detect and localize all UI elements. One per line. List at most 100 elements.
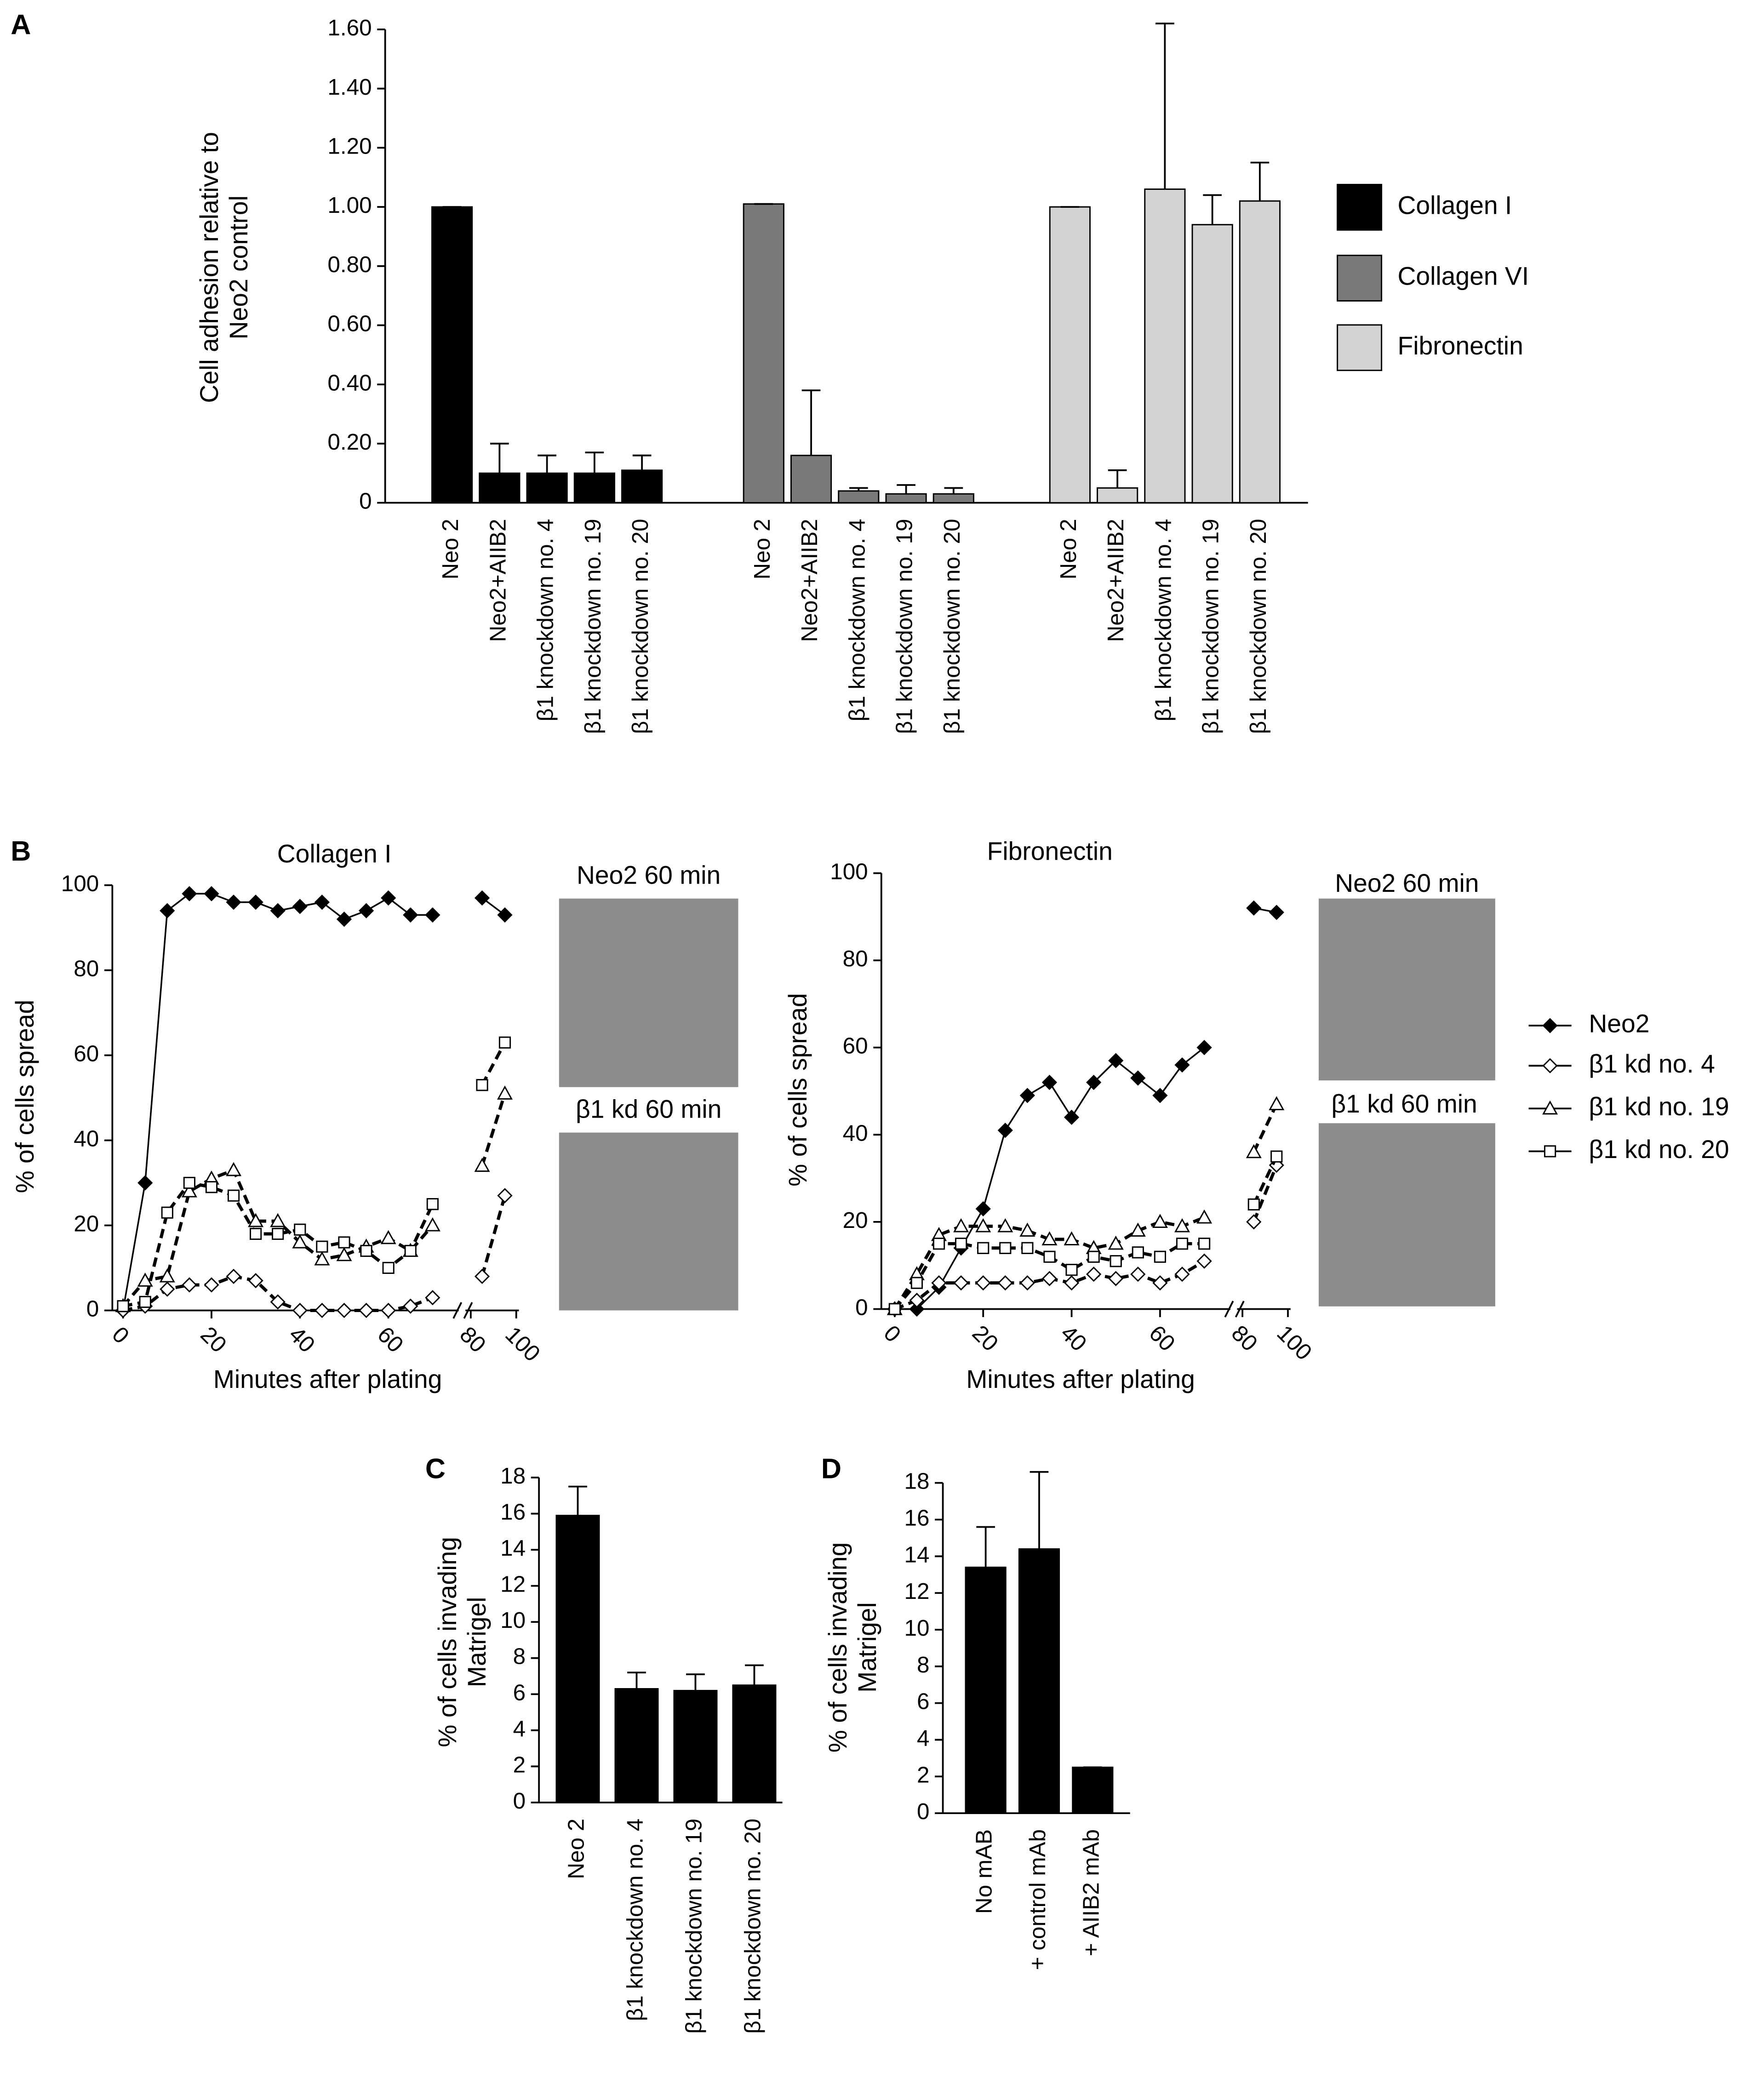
bar — [614, 1688, 659, 1803]
marker — [381, 1302, 396, 1318]
marker — [1021, 1242, 1034, 1254]
error-bar — [568, 1485, 587, 1516]
marker — [1019, 1222, 1035, 1237]
y-tick-label: 20 — [74, 1211, 99, 1237]
x-axis-label: Minutes after plating — [966, 1365, 1195, 1393]
marker — [497, 1085, 513, 1100]
bar — [1072, 1766, 1114, 1814]
marker — [159, 1268, 175, 1283]
marker — [1086, 1074, 1102, 1090]
y-axis-label: Cell adhesion relative to — [195, 132, 223, 403]
marker — [183, 1176, 195, 1189]
marker — [1174, 1267, 1190, 1282]
y-tick-label: 12 — [904, 1579, 929, 1604]
y-tick-label: 0 — [513, 1788, 526, 1814]
error-bar — [632, 454, 652, 470]
x-tick-label: 0 — [107, 1322, 134, 1348]
x-tick-label: 0 — [879, 1320, 905, 1347]
marker — [272, 1227, 284, 1240]
x-tick-label: 100 — [500, 1322, 545, 1366]
x-tick-label: β1 knockdown no. 4 — [623, 1819, 648, 2021]
marker — [1019, 1275, 1035, 1291]
legend-label: β1 kd no. 19 — [1589, 1092, 1729, 1121]
marker — [1196, 1040, 1212, 1056]
marker — [292, 899, 308, 914]
y-axis-label: % of cells invading — [824, 1542, 852, 1753]
bar — [932, 493, 974, 504]
marker — [205, 1181, 218, 1193]
x-tick-label: β1 knockdown no. 4 — [844, 519, 869, 722]
bar — [1239, 200, 1281, 504]
marker — [1152, 1214, 1168, 1228]
marker — [226, 1268, 241, 1284]
y-tick-label: 80 — [843, 946, 868, 971]
error-bar — [1250, 161, 1270, 201]
marker — [498, 1036, 511, 1049]
marker — [270, 1294, 286, 1310]
y-tick-label: 40 — [74, 1126, 99, 1152]
error-bar — [801, 389, 821, 456]
y-tick-label: 80 — [74, 956, 99, 982]
x-tick-label: β1 knockdown no. 20 — [1246, 519, 1271, 734]
y-axis-label: % of cells invading — [433, 1537, 462, 1747]
legend-swatch — [1337, 255, 1383, 302]
y-tick-label: 4 — [513, 1716, 526, 1741]
marker — [250, 1227, 262, 1240]
y-axis-label: Matrigel — [463, 1597, 491, 1688]
micrograph — [1318, 898, 1495, 1081]
x-tick-label: 60 — [372, 1322, 408, 1358]
x-tick-label: 40 — [284, 1322, 320, 1358]
series-line — [893, 1216, 1205, 1310]
marker — [975, 1275, 991, 1291]
y-tick-label: 16 — [904, 1506, 929, 1531]
marker — [338, 1236, 350, 1249]
legend-label: Neo2 — [1589, 1010, 1649, 1038]
marker — [1087, 1250, 1100, 1263]
marker — [336, 1302, 352, 1318]
marker — [314, 1302, 330, 1318]
bar — [790, 455, 832, 504]
marker — [226, 894, 241, 910]
x-tick-label: β1 knockdown no. 4 — [1150, 519, 1176, 722]
series-line — [122, 1181, 434, 1308]
series-line — [480, 1195, 507, 1277]
marker — [316, 1240, 328, 1253]
marker — [975, 1218, 991, 1233]
x-axis-label: Minutes after plating — [213, 1365, 442, 1393]
marker — [474, 890, 490, 906]
marker — [1152, 1088, 1168, 1103]
legend-swatch — [1337, 324, 1383, 371]
marker — [888, 1303, 901, 1315]
marker — [426, 1198, 439, 1210]
marker — [248, 1213, 264, 1227]
y-tick-label: 0 — [86, 1296, 99, 1322]
y-tick-label: 10 — [904, 1615, 929, 1641]
marker — [1110, 1255, 1122, 1267]
x-tick-label: β1 knockdown no. 20 — [740, 1819, 766, 2034]
bar — [1097, 487, 1138, 504]
y-tick-label: 0.80 — [327, 252, 372, 277]
bar — [743, 203, 784, 504]
marker — [1174, 1057, 1190, 1073]
bar — [573, 472, 615, 504]
x-tick-label: β1 knockdown no. 20 — [628, 519, 653, 734]
error-bar — [585, 451, 604, 474]
bar — [885, 493, 927, 504]
y-tick-label: 0.20 — [327, 429, 372, 455]
marker — [932, 1238, 945, 1250]
chart-title: Collagen I — [277, 839, 392, 868]
y-axis-label: Neo2 control — [224, 195, 253, 339]
error-bar — [745, 1664, 764, 1685]
y-tick-label: 1.00 — [327, 193, 372, 218]
marker — [909, 1301, 925, 1317]
marker — [1086, 1267, 1102, 1282]
x-tick-label: Neo2+AIIB2 — [1103, 519, 1128, 642]
y-tick-label: 6 — [917, 1689, 929, 1714]
x-tick-label: Neo2+AIIB2 — [485, 519, 510, 642]
y-tick-label: 12 — [500, 1572, 526, 1597]
x-tick-label: 40 — [1056, 1320, 1092, 1356]
marker — [975, 1201, 991, 1217]
marker — [1544, 1145, 1556, 1158]
